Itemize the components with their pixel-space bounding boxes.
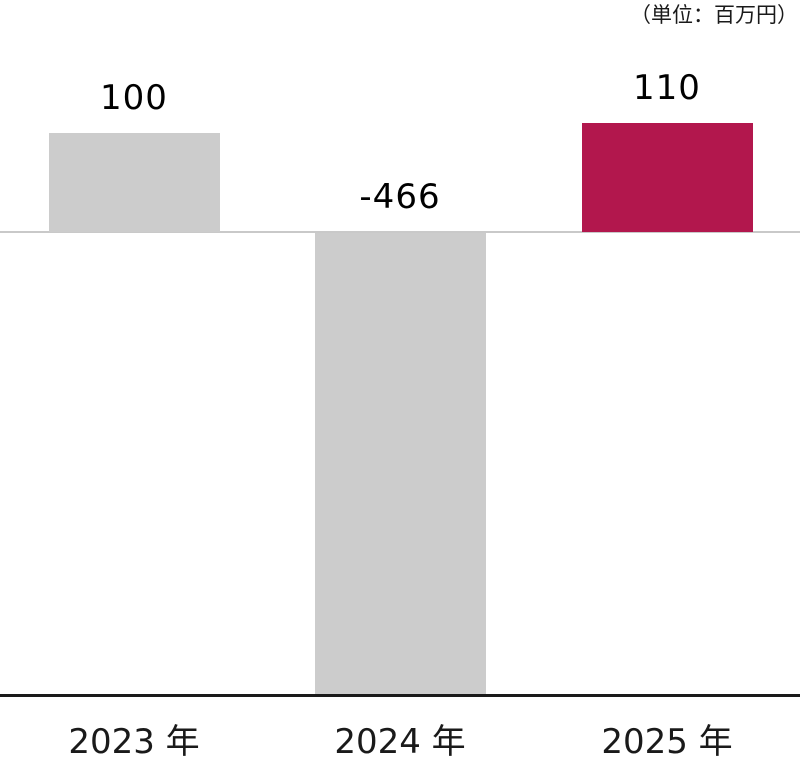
bar-2025: [581, 123, 753, 232]
value-label-2025: 110: [633, 68, 701, 108]
value-label-2024: -466: [359, 177, 441, 217]
bar-2024: [314, 233, 486, 695]
zero-baseline: [0, 231, 800, 233]
value-label-2023: 100: [100, 78, 168, 118]
bar-2023: [48, 133, 220, 232]
x-tick-label-2023: 2023 年: [68, 722, 200, 762]
x-tick-label-2025: 2025 年: [601, 722, 733, 762]
x-axis-line: [0, 694, 800, 697]
unit-label: （単位：百万円）: [630, 3, 798, 27]
x-tick-label-2024: 2024 年: [334, 722, 466, 762]
